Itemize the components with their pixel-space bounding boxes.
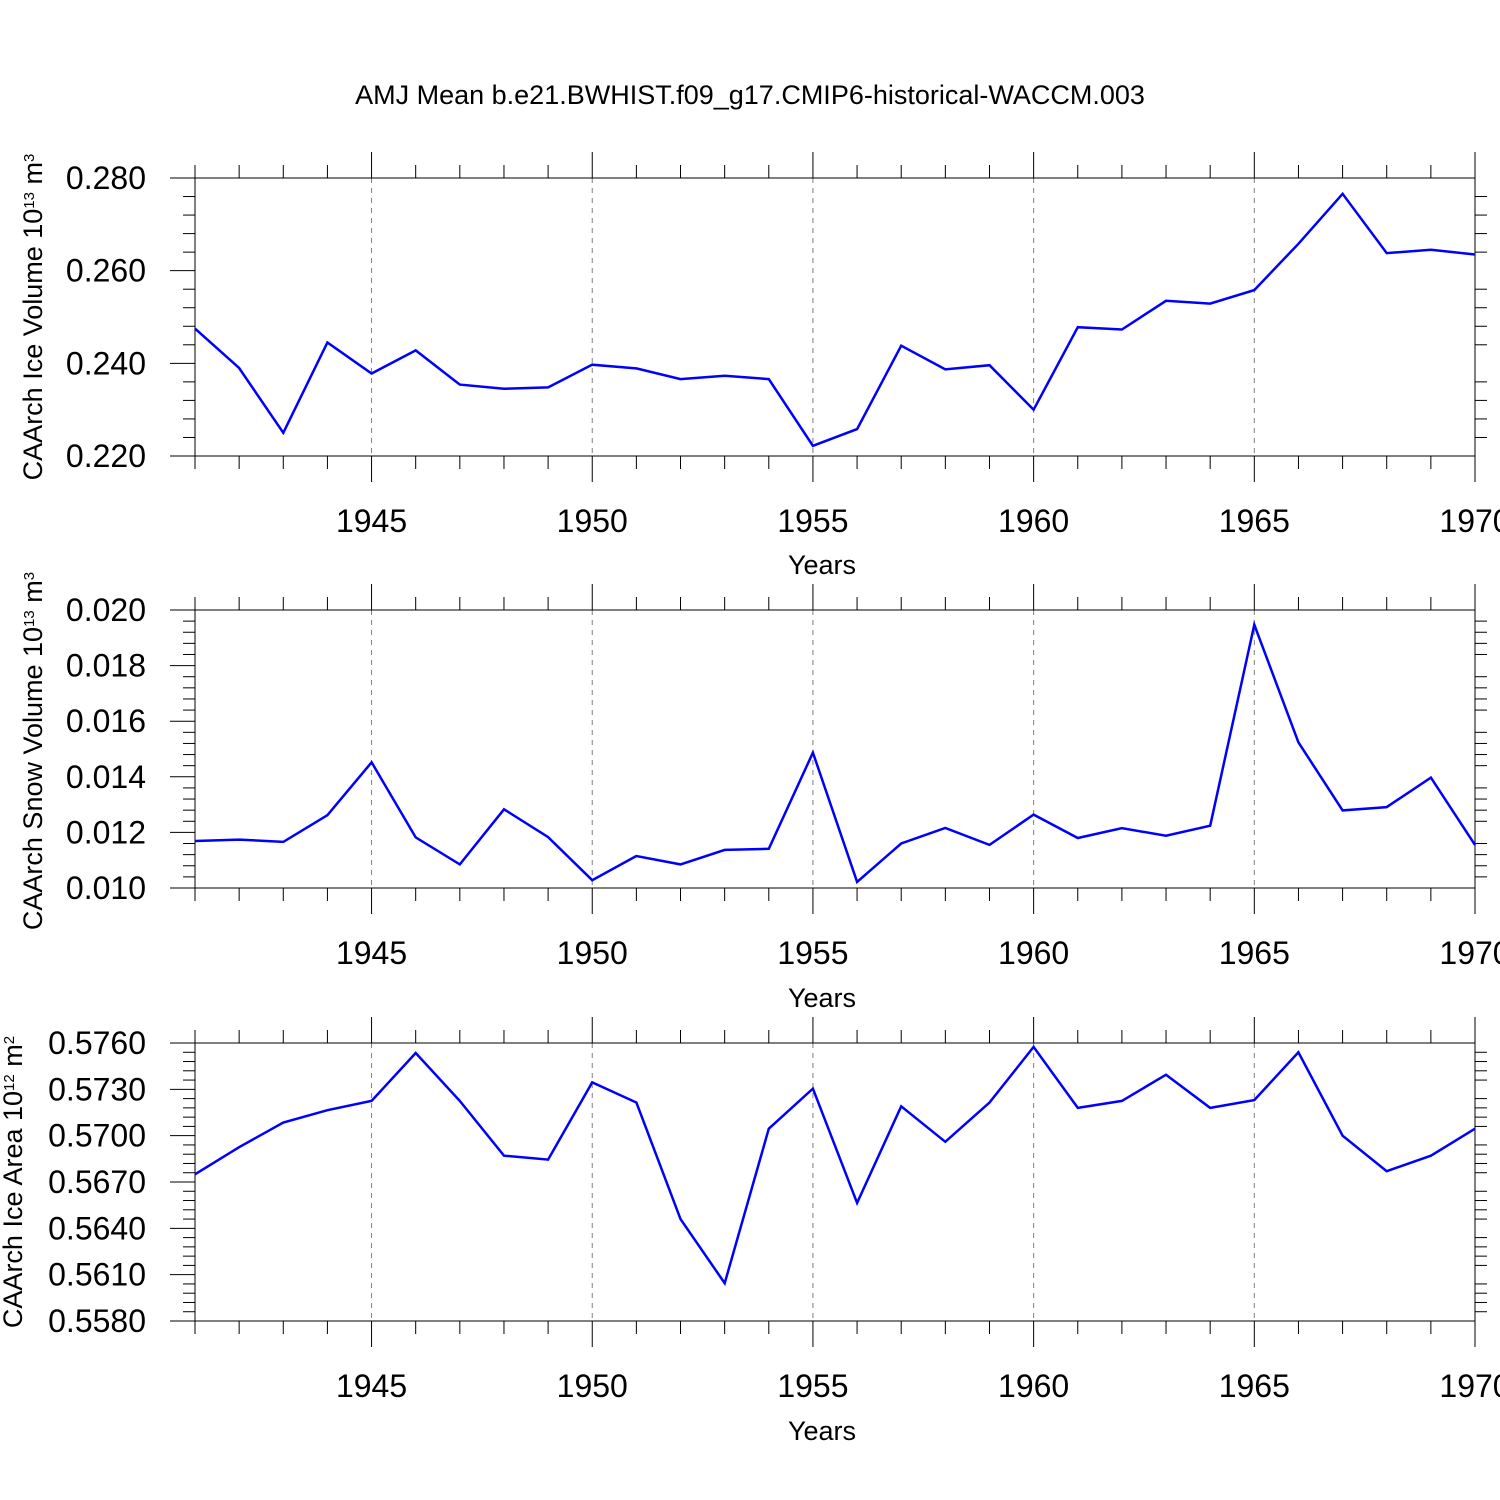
y-tick-label: 0.260 xyxy=(66,253,146,289)
series-line xyxy=(194,620,1477,885)
panels: 0.220 0.240 0.260 0.280 1945 1950 1955 1960 1965… xyxy=(0,152,1500,1446)
x-tick-label: 1965 xyxy=(1219,1368,1290,1404)
y-tick-label: 0.5610 xyxy=(48,1257,146,1293)
panel-1: 0.220 0.240 0.260 0.280 1945 1950 1955 1960 1965… xyxy=(18,152,1500,580)
x-tick-label: 1950 xyxy=(557,1368,628,1404)
series-line xyxy=(194,1044,1476,1287)
chart-title: AMJ Mean b.e21.BWHIST.f09_g17.CMIP6-hist… xyxy=(355,80,1145,110)
y-axis-title: CAArch Ice Area 1012 m2 xyxy=(0,1036,28,1328)
y-tick-label: 0.5670 xyxy=(48,1164,146,1200)
y-tick-label: 0.020 xyxy=(66,592,146,628)
x-tick-label: 1955 xyxy=(777,1368,848,1404)
x-tick-label: 1970 xyxy=(1439,1368,1500,1404)
y-axis-title-unit-exponent: 3 xyxy=(21,572,38,580)
y-axis-title: CAArch Ice Volume 1013 m3 xyxy=(18,154,48,481)
x-axis-title: Years xyxy=(788,983,856,1013)
y-tick-label: 0.5700 xyxy=(48,1118,146,1154)
y-tick-label: 0.240 xyxy=(66,345,146,381)
x-tick-label: 1955 xyxy=(777,503,848,539)
y-tick-label: 0.016 xyxy=(66,703,146,739)
x-tick-label: 1965 xyxy=(1219,503,1290,539)
y-axis-title-unit: m xyxy=(18,162,48,192)
panel-2: 0.010 0.012 0.014 0.016 0.018 0.020 1945 1950 19… xyxy=(18,572,1500,1013)
x-tick-label: 1950 xyxy=(557,503,628,539)
y-axis-title-unit-exponent: 2 xyxy=(1,1036,18,1044)
x-axis-title: Years xyxy=(788,550,856,580)
x-tick-label: 1970 xyxy=(1439,503,1500,539)
x-tick-label: 1955 xyxy=(777,935,848,971)
panel-3: 0.5580 0.5610 0.5640 0.5670 0.5700 0.5730 0.57… xyxy=(0,1017,1500,1446)
x-tick-label: 1945 xyxy=(336,503,407,539)
x-tick-label: 1965 xyxy=(1219,935,1290,971)
y-axis-title-unit: m xyxy=(18,580,48,610)
y-axis-title-exponent: 13 xyxy=(21,192,38,209)
y-tick-label: 0.5730 xyxy=(48,1071,146,1107)
y-tick-label: 0.5580 xyxy=(48,1303,146,1339)
x-axis-title: Years xyxy=(788,1416,856,1446)
y-tick-label: 0.010 xyxy=(66,870,146,906)
y-tick-label: 0.5760 xyxy=(48,1025,146,1061)
y-axis-title-unit: m xyxy=(0,1044,28,1074)
x-tick-label: 1945 xyxy=(336,935,407,971)
y-tick-label: 0.012 xyxy=(66,814,146,850)
y-tick-label: 0.220 xyxy=(66,438,146,474)
x-tick-label: 1960 xyxy=(998,503,1069,539)
y-axis-title-text: CAArch Ice Area 10 xyxy=(0,1091,28,1328)
y-tick-label: 0.5640 xyxy=(48,1210,146,1246)
y-axis-title-unit-exponent: 3 xyxy=(21,154,38,162)
y-axis-title-exponent: 12 xyxy=(1,1074,18,1091)
x-tick-label: 1960 xyxy=(998,1368,1069,1404)
y-axis-title: CAArch Snow Volume 1013 m3 xyxy=(18,572,48,930)
x-tick-label: 1960 xyxy=(998,935,1069,971)
y-axis-title-text: CAArch Ice Volume 10 xyxy=(18,209,48,481)
x-tick-label: 1945 xyxy=(336,1368,407,1404)
y-axis-title-exponent: 13 xyxy=(21,610,38,627)
y-tick-label: 0.018 xyxy=(66,648,146,684)
x-tick-label: 1970 xyxy=(1439,935,1500,971)
y-tick-label: 0.280 xyxy=(66,160,146,196)
y-tick-label: 0.014 xyxy=(66,759,146,795)
series-line xyxy=(194,191,1476,448)
x-tick-label: 1950 xyxy=(557,935,628,971)
y-axis-title-text: CAArch Snow Volume 10 xyxy=(18,627,48,930)
